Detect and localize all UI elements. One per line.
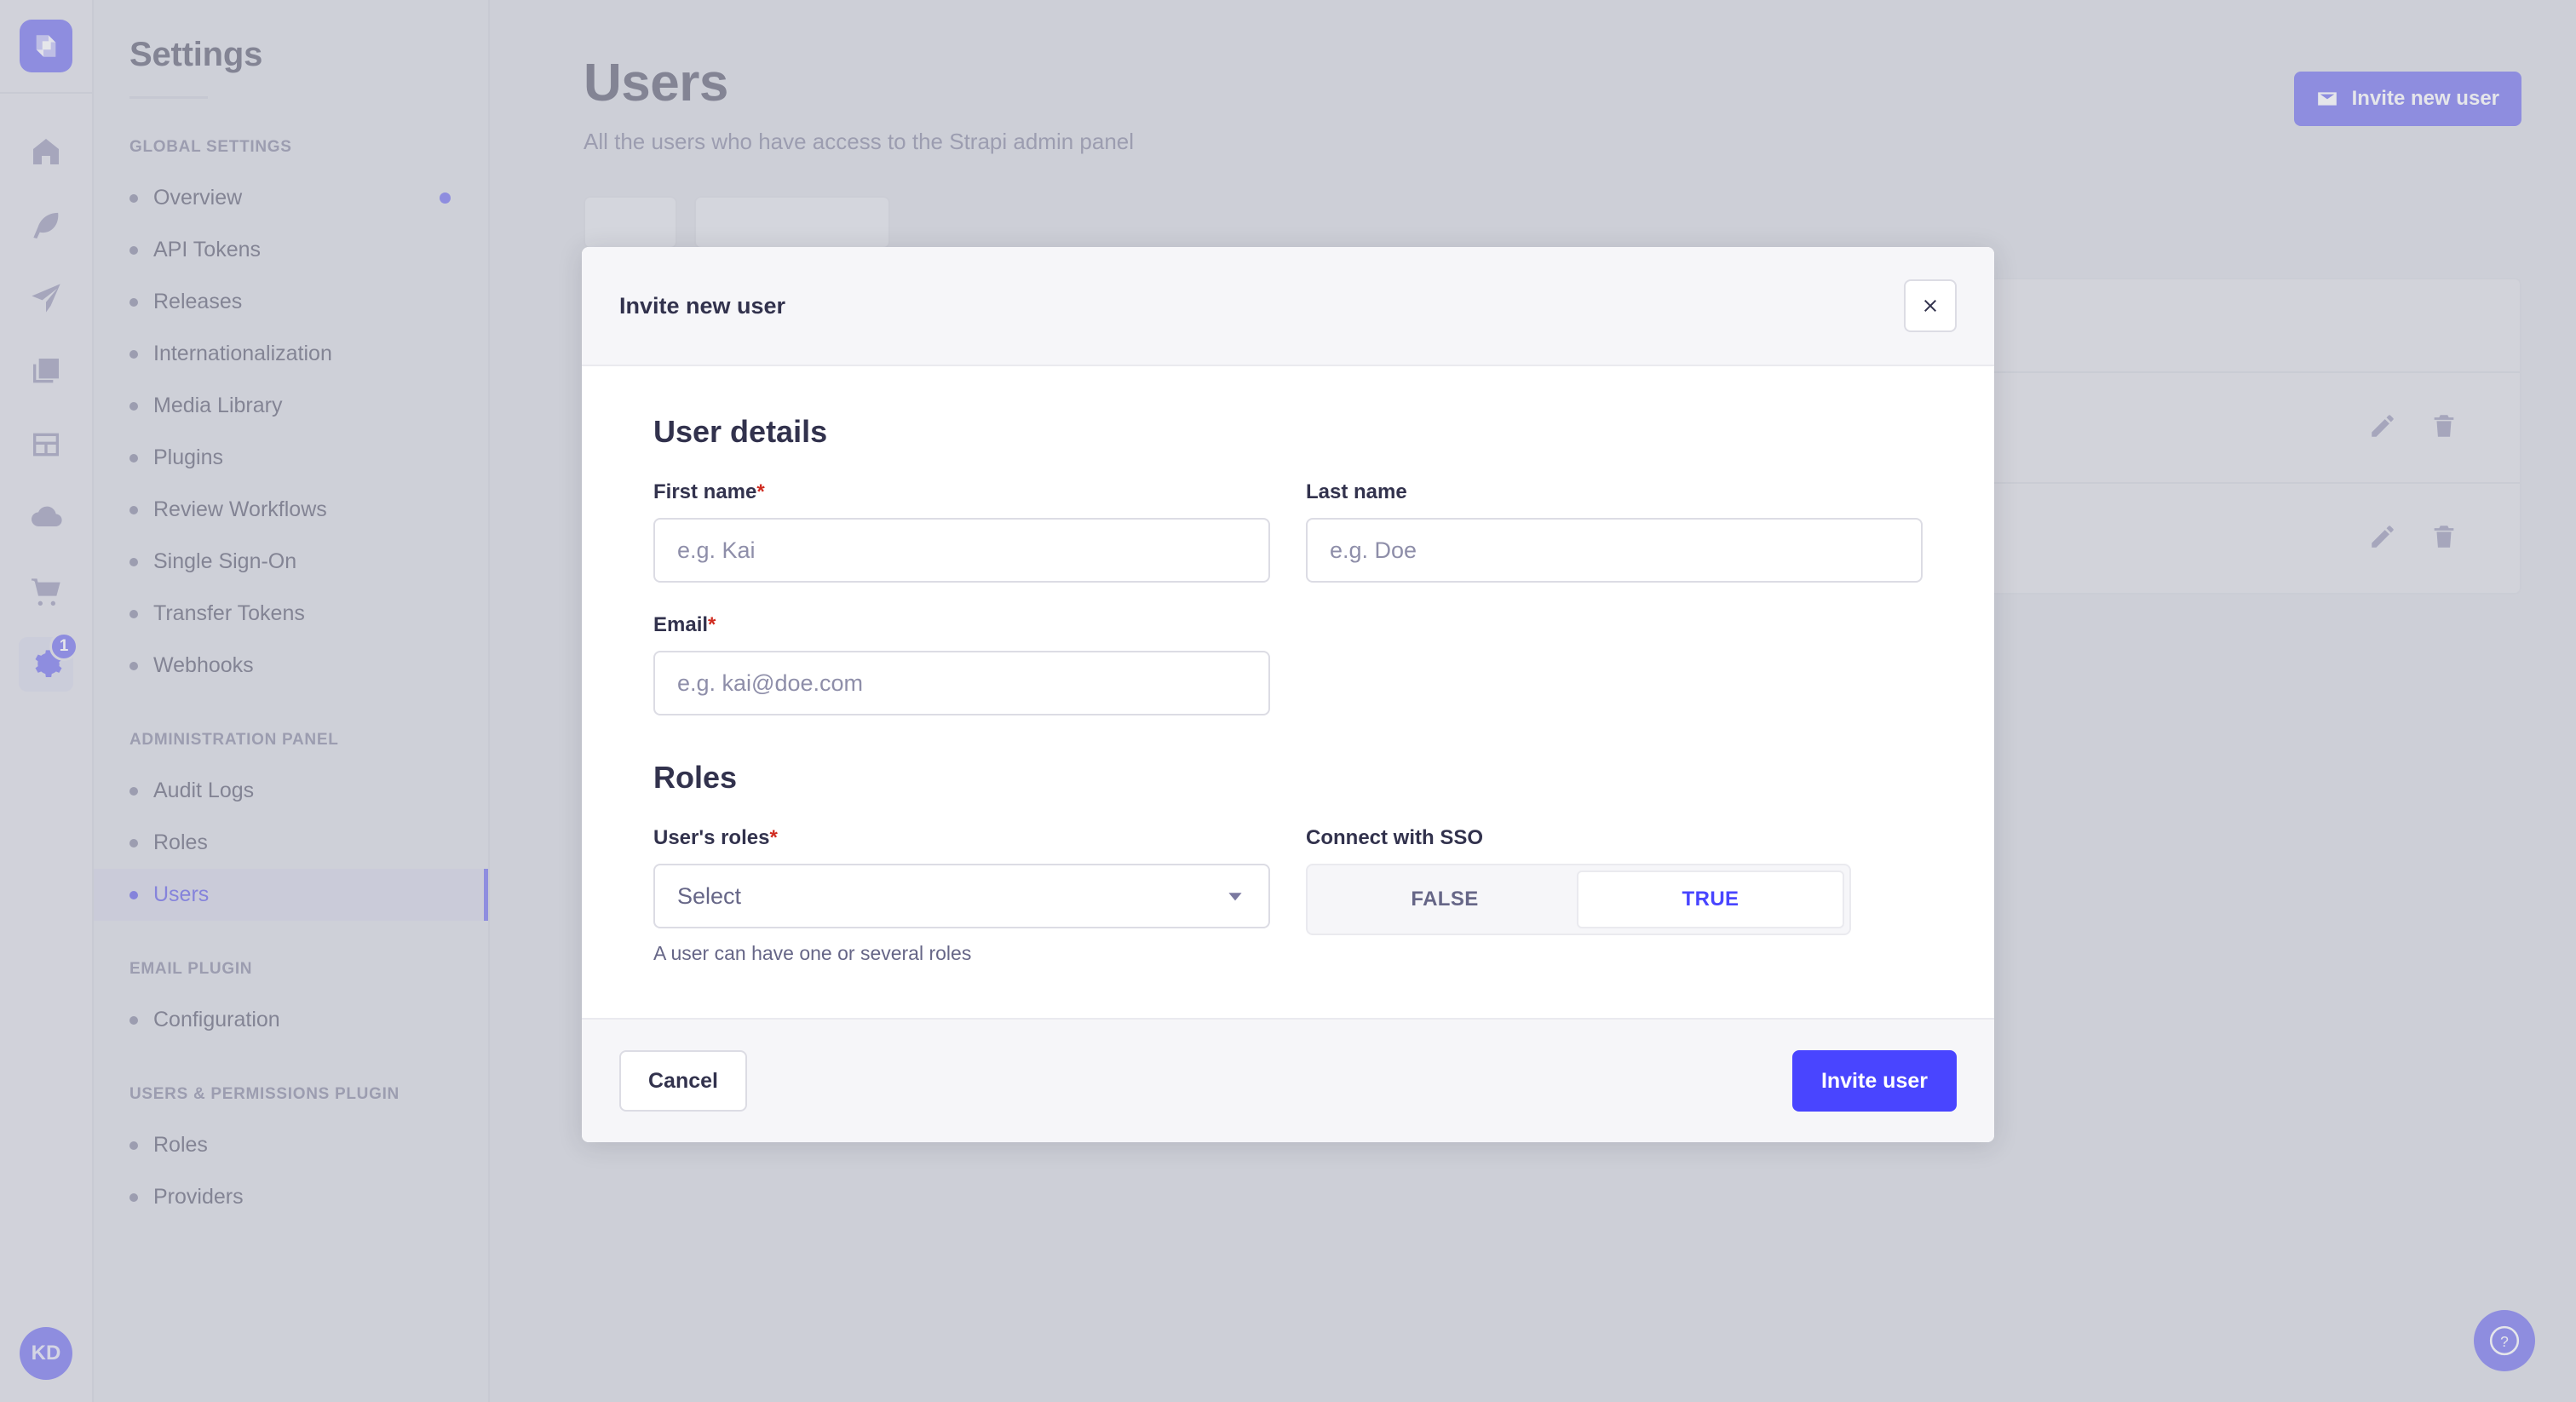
row-roles-fields: User's roles* Select A user can have one… [653,826,1923,965]
user-roles-hint: A user can have one or several roles [653,942,972,964]
modal-title: Invite new user [619,292,786,319]
sso-option-true[interactable]: TRUE [1577,871,1844,928]
field-first-name: First name* [653,480,1270,583]
cancel-button[interactable]: Cancel [619,1050,747,1112]
field-last-name: Last name [1306,480,1923,583]
field-user-roles: User's roles* Select A user can have one… [653,826,1270,965]
sso-label: Connect with SSO [1306,826,1484,849]
required-asterisk: * [769,826,778,849]
last-name-label: Last name [1306,480,1407,503]
sso-toggle-group: FALSE TRUE [1306,864,1851,935]
user-roles-label: User's roles* [653,826,778,849]
invite-user-submit-button[interactable]: Invite user [1791,1050,1957,1112]
chevron-down-icon [1228,893,1242,901]
email-input[interactable] [653,651,1270,715]
modal-footer: Cancel Invite user [582,1018,1994,1142]
field-email: Email* [653,613,1270,715]
field-email-spacer [1306,613,1923,715]
row-name-fields: First name* Last name [653,480,1923,583]
last-name-input[interactable] [1306,518,1923,583]
modal-body: User details First name* Last name Email… [582,366,1994,1018]
user-roles-select[interactable]: Select [653,864,1270,928]
required-asterisk: * [708,613,716,636]
user-roles-selected-value: Select [677,882,742,909]
sso-option-false[interactable]: FALSE [1411,888,1479,911]
first-name-label: First name* [653,480,765,503]
close-icon[interactable] [1904,279,1957,332]
section-title-user-details: User details [653,414,828,449]
invite-new-user-modal: Invite new user User details First name*… [582,247,1994,1142]
required-asterisk: * [756,480,765,503]
section-title-roles: Roles [653,760,738,795]
row-email-field: Email* [653,613,1923,715]
email-label: Email* [653,613,716,636]
field-connect-with-sso: Connect with SSO FALSE TRUE [1306,826,1923,965]
modal-header: Invite new user [582,247,1994,366]
first-name-input[interactable] [653,518,1270,583]
